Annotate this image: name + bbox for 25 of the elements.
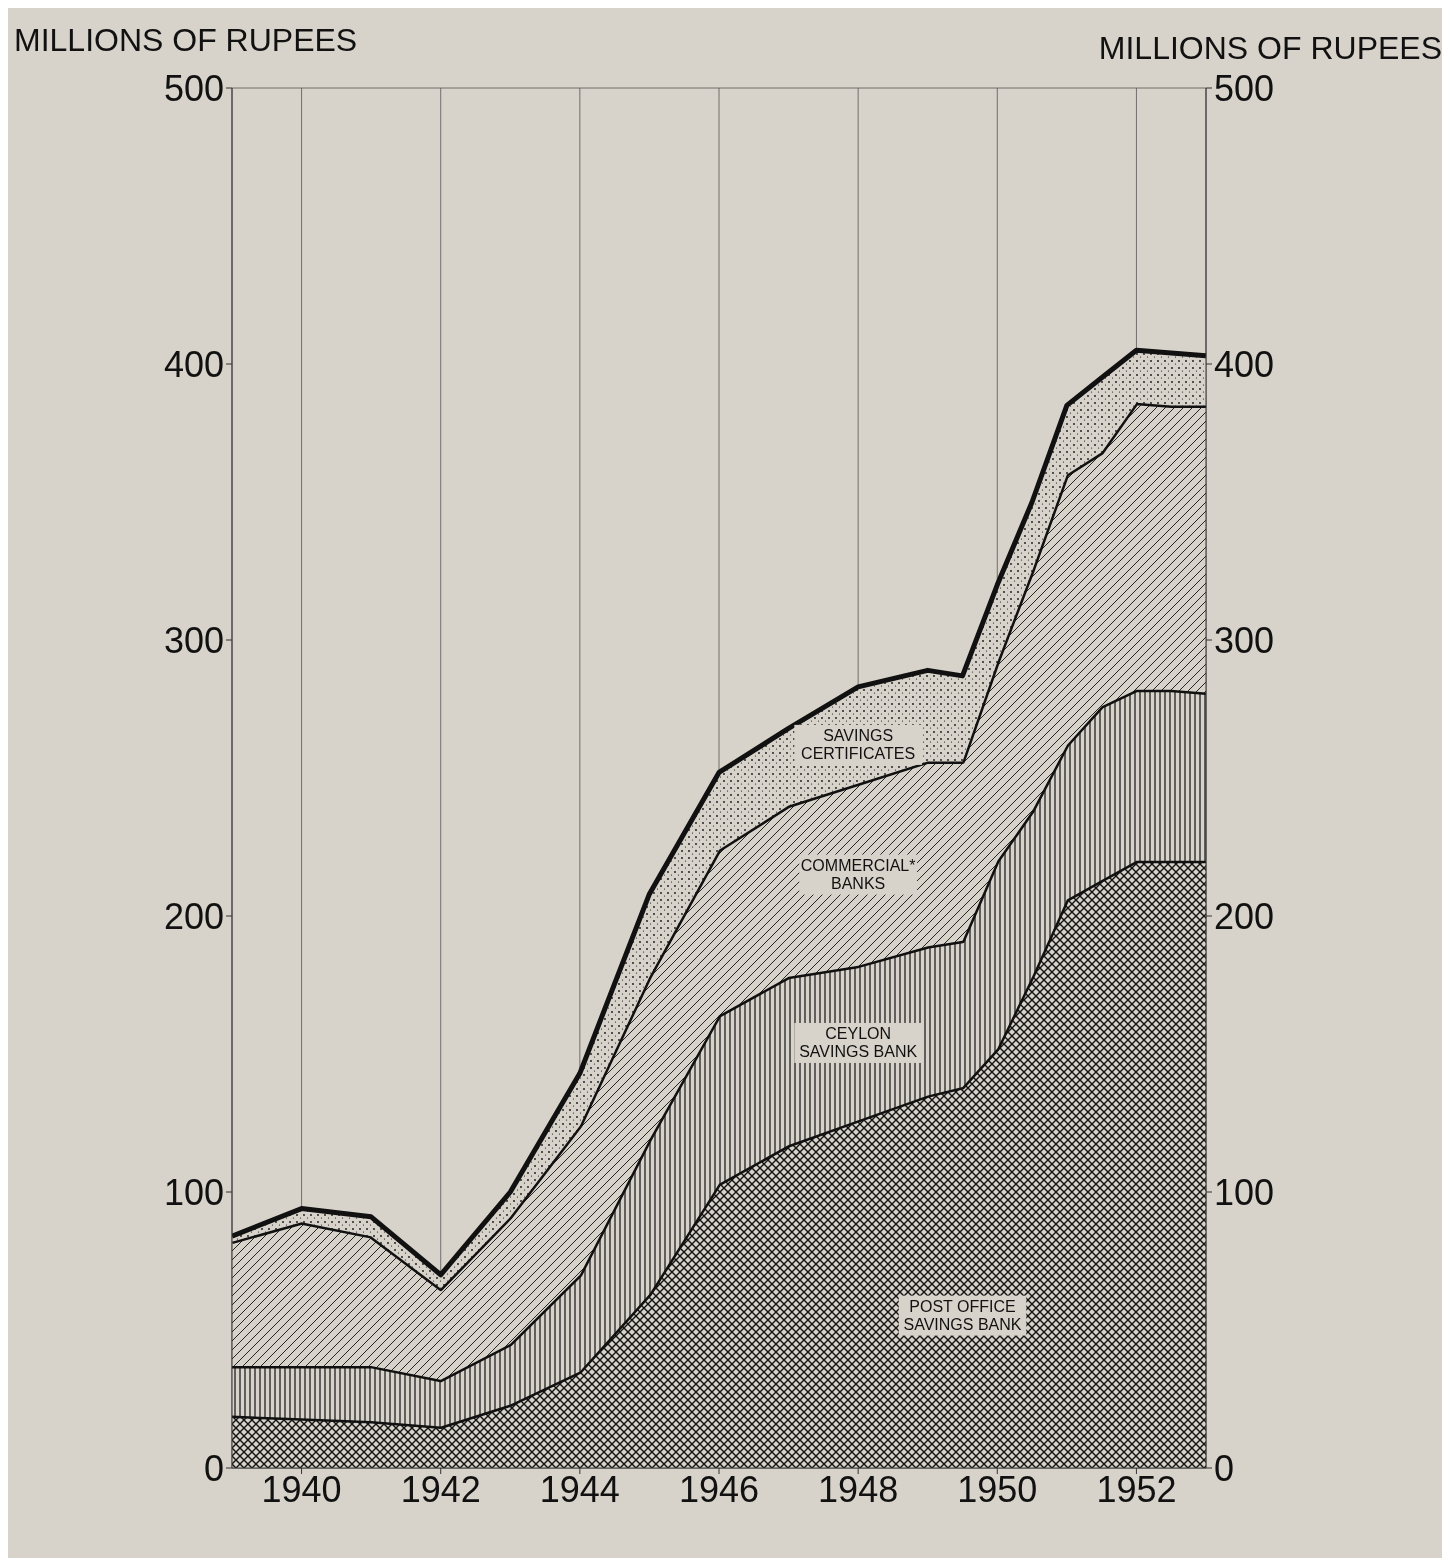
y-tick-label: 500 <box>163 67 224 109</box>
y2-tick-label: 0 <box>1214 1447 1235 1489</box>
y-tick-label: 300 <box>163 619 224 661</box>
y-tick-label: 0 <box>203 1447 224 1489</box>
y2-tick-label: 500 <box>1214 67 1275 109</box>
y2-tick-label: 400 <box>1214 343 1275 385</box>
y-tick-label: 400 <box>163 343 224 385</box>
series-label: CEYLON SAVINGS BANK <box>799 1024 918 1060</box>
y2-tick-label: 300 <box>1214 619 1275 661</box>
y-axis-title: MILLIONS OF RUPEES <box>14 22 358 59</box>
x-tick-label: 1950 <box>957 1468 1038 1510</box>
x-tick-label: 1944 <box>539 1468 620 1510</box>
y-tick-label: 100 <box>163 1171 224 1213</box>
y2-tick-label: 200 <box>1214 895 1275 937</box>
y-tick-label: 200 <box>163 895 224 937</box>
x-tick-label: 1940 <box>261 1468 342 1510</box>
x-tick-label: 1948 <box>818 1468 899 1510</box>
series-label: COMMERCIAL* BANKS <box>800 856 916 892</box>
x-tick-label: 1952 <box>1096 1468 1177 1510</box>
series-label: SAVINGS CERTIFICATES <box>801 726 916 762</box>
series-label: POST OFFICE SAVINGS BANK <box>903 1297 1022 1333</box>
y2-axis-title: MILLIONS OF RUPEES <box>1098 30 1442 67</box>
y2-tick-label: 100 <box>1214 1171 1275 1213</box>
x-tick-label: 1942 <box>400 1468 481 1510</box>
x-tick-label: 1946 <box>678 1468 760 1510</box>
